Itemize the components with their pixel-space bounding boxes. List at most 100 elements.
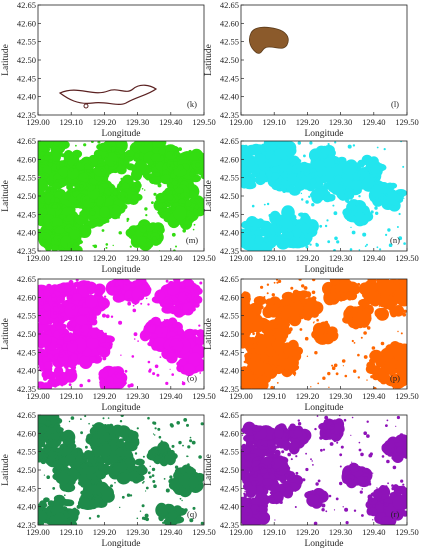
- y-tick-label: 42.50: [220, 329, 239, 339]
- panel-m: 42.35 42.40 42.45 42.50 42.55 42.60 42.65 129.0…: [1, 136, 216, 275]
- x-tick-label: 129.30: [126, 253, 149, 263]
- y-tick-label: 42.35: [220, 246, 239, 256]
- y-tick-label: 42.50: [17, 55, 36, 65]
- y-tick-label: 42.45: [17, 347, 36, 357]
- y-tick-label: 42.50: [17, 465, 36, 475]
- x-tick-label: 129.50: [192, 391, 215, 401]
- x-tick-label: 129.00: [229, 527, 252, 537]
- x-tick-label: 129.30: [126, 391, 149, 401]
- y-tick-label: 42.65: [220, 136, 239, 146]
- panel-k-frame: [37, 4, 205, 116]
- x-tick-label: 129.30: [329, 117, 352, 127]
- panel-label: (p): [390, 373, 400, 383]
- y-tick-label: 42.65: [17, 136, 36, 146]
- x-axis-title: Longitude: [304, 403, 343, 413]
- y-tick-label: 42.60: [17, 154, 36, 164]
- y-tick-label: 42.50: [220, 465, 239, 475]
- x-tick-label: 129.00: [229, 391, 252, 401]
- x-axis-title: Longitude: [101, 539, 140, 549]
- y-tick-label: 42.35: [220, 110, 239, 120]
- y-tick-label: 42.45: [220, 209, 239, 219]
- y-tick-label: 42.35: [220, 384, 239, 394]
- y-tick-label: 42.65: [220, 410, 239, 420]
- x-tick-label: 129.40: [159, 391, 182, 401]
- x-tick-label: 129.40: [362, 253, 385, 263]
- y-tick-label: 42.35: [17, 110, 36, 120]
- x-tick-label: 129.30: [126, 117, 149, 127]
- panel-label: (o): [187, 373, 197, 383]
- y-axis-title: Latitude: [204, 44, 214, 76]
- panel-m-data: [38, 141, 204, 251]
- x-tick-label: 129.50: [192, 253, 215, 263]
- x-tick-label: 129.30: [329, 527, 352, 537]
- x-tick-label: 129.20: [93, 253, 116, 263]
- y-tick-label: 42.65: [17, 274, 36, 284]
- y-tick-label: 42.55: [17, 447, 36, 457]
- x-tick-label: 129.20: [93, 117, 116, 127]
- x-tick-label: 129.10: [60, 391, 83, 401]
- panel-q: 42.35 42.40 42.45 42.50 42.55 42.60 42.65 129.0…: [1, 410, 216, 549]
- x-tick-label: 129.50: [192, 527, 215, 537]
- y-tick-label: 42.60: [17, 428, 36, 438]
- panel-label: (q): [187, 509, 197, 519]
- x-tick-label: 129.30: [329, 391, 352, 401]
- y-tick-label: 42.45: [220, 347, 239, 357]
- x-tick-label: 129.00: [229, 253, 252, 263]
- y-tick-label: 42.35: [17, 384, 36, 394]
- y-tick-label: 42.55: [220, 311, 239, 321]
- x-axis-title: Longitude: [304, 539, 343, 549]
- y-tick-label: 42.40: [220, 366, 239, 376]
- x-tick-label: 129.10: [60, 527, 83, 537]
- y-tick-label: 42.50: [17, 191, 36, 201]
- y-tick-label: 42.45: [17, 209, 36, 219]
- y-tick-label: 42.40: [17, 502, 36, 512]
- y-tick-label: 42.60: [17, 18, 36, 28]
- y-tick-label: 42.40: [17, 366, 36, 376]
- x-tick-label: 129.00: [26, 253, 49, 263]
- x-tick-label: 129.20: [93, 391, 116, 401]
- y-tick-label: 42.35: [17, 246, 36, 256]
- x-tick-label: 129.00: [26, 527, 49, 537]
- y-axis-title: Latitude: [204, 318, 214, 350]
- panel-o-data: [38, 279, 204, 389]
- y-tick-label: 42.65: [17, 0, 36, 10]
- y-tick-label: 42.40: [220, 92, 239, 102]
- x-tick-label: 129.50: [192, 117, 215, 127]
- panel-o: 42.35 42.40 42.45 42.50 42.55 42.60 42.65 129.0…: [1, 274, 216, 413]
- x-tick-label: 129.00: [26, 391, 49, 401]
- y-tick-label: 42.55: [17, 311, 36, 321]
- y-tick-label: 42.65: [17, 410, 36, 420]
- x-tick-label: 129.10: [263, 117, 286, 127]
- panel-label: (k): [187, 99, 197, 109]
- x-tick-label: 129.50: [395, 253, 418, 263]
- panel-r: 42.35 42.40 42.45 42.50 42.55 42.60 42.65 129.0…: [204, 410, 419, 549]
- x-tick-label: 129.40: [159, 253, 182, 263]
- panel-k-data: [58, 84, 158, 109]
- y-axis-title: Latitude: [204, 180, 214, 212]
- y-tick-label: 42.50: [220, 191, 239, 201]
- y-tick-label: 42.45: [220, 73, 239, 83]
- panel-k-outline: [58, 84, 158, 106]
- panel-p-data: [241, 279, 407, 389]
- panel-r-data: [241, 415, 407, 525]
- panel-l: 42.35 42.40 42.45 42.50 42.55 42.60 42.65 129.0…: [204, 0, 419, 139]
- x-tick-label: 129.20: [296, 253, 319, 263]
- x-axis-title: Longitude: [101, 129, 140, 139]
- y-tick-label: 42.40: [220, 228, 239, 238]
- y-axis-title: Latitude: [1, 318, 11, 350]
- y-tick-label: 42.55: [220, 447, 239, 457]
- y-tick-label: 42.40: [17, 228, 36, 238]
- x-axis-title: Longitude: [304, 129, 343, 139]
- x-axis-title: Longitude: [101, 403, 140, 413]
- y-tick-label: 42.35: [220, 520, 239, 530]
- x-tick-label: 129.10: [60, 253, 83, 263]
- panel-label: (n): [390, 235, 400, 245]
- y-tick-label: 42.60: [220, 292, 239, 302]
- y-axis-title: Latitude: [1, 180, 11, 212]
- x-tick-label: 129.00: [26, 117, 49, 127]
- y-tick-label: 42.40: [220, 502, 239, 512]
- panel-l-data: [249, 26, 289, 54]
- panel-n: 42.35 42.40 42.45 42.50 42.55 42.60 42.65 129.0…: [204, 136, 419, 275]
- y-axis-title: Latitude: [204, 454, 214, 486]
